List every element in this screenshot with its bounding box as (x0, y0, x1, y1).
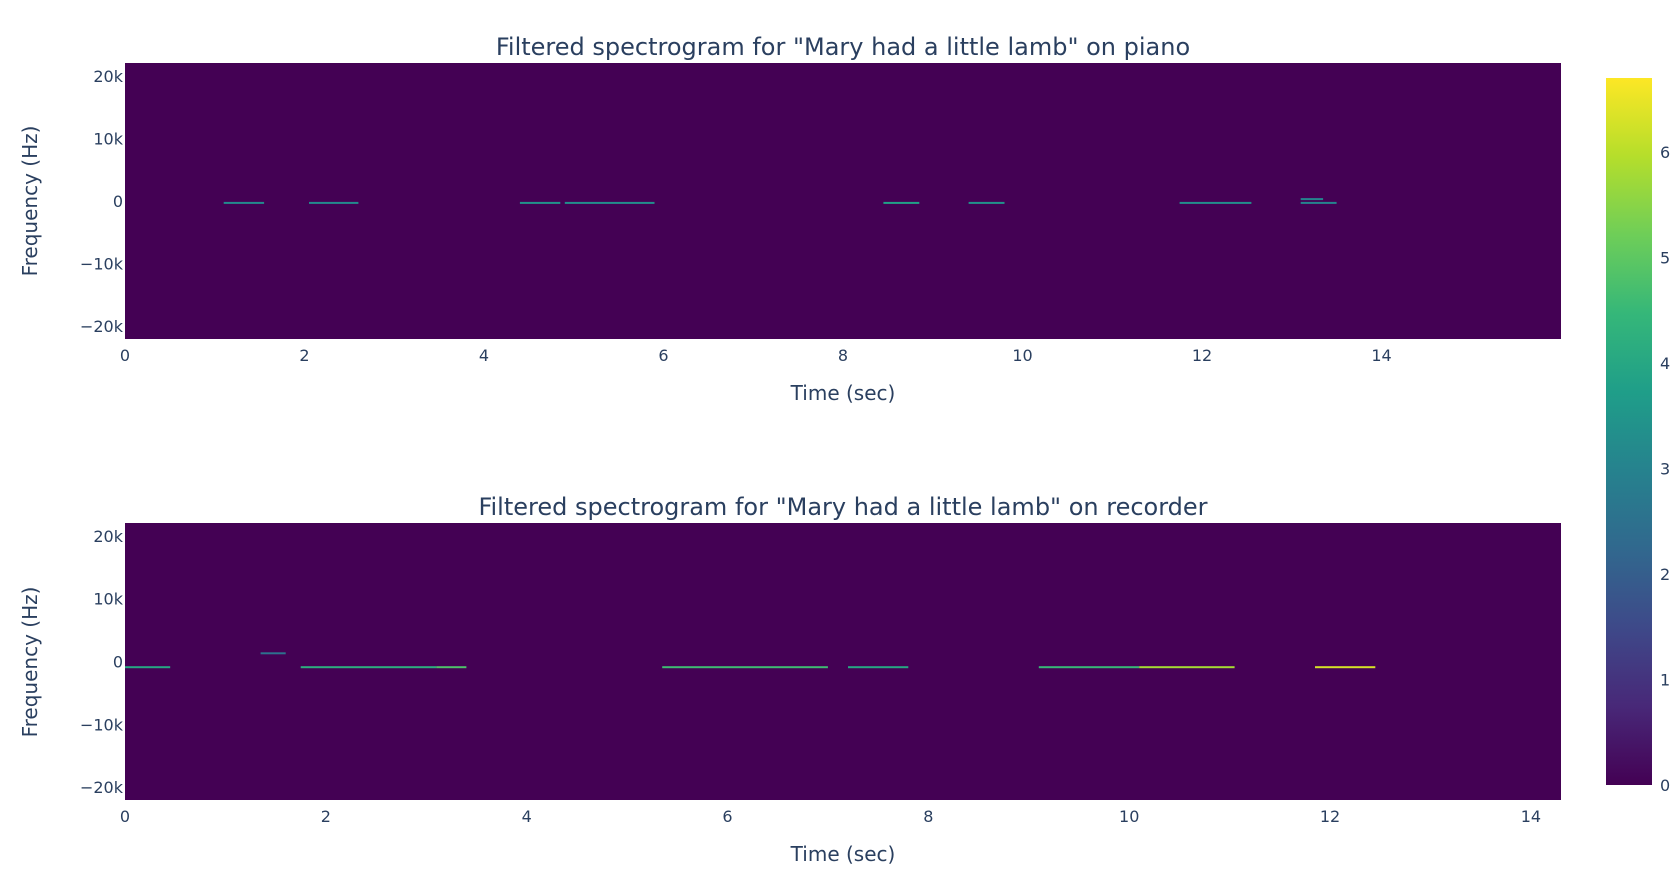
spectrogram-segment (1300, 201, 1337, 204)
colorbar-ticks: 0 1 2 3 4 5 6 (1660, 143, 1670, 795)
spectrogram-segment (300, 666, 437, 669)
y-tick-label: 10k (93, 129, 123, 148)
y-tick-label: 20k (93, 527, 123, 546)
spectrogram-segment (564, 201, 655, 204)
spectrogram-segment (260, 652, 286, 655)
spectrogram-segment (848, 666, 909, 669)
colorbar-tick-label: 3 (1660, 459, 1670, 478)
segments-piano (223, 198, 1337, 204)
y-tick-label: 0 (113, 653, 123, 672)
y-tick-label: 10k (93, 590, 123, 609)
y-tick-label: −10k (80, 255, 124, 274)
panel-piano: Filtered spectrogram for "Mary had a lit… (18, 33, 1561, 405)
spectrogram-segment (1300, 198, 1324, 201)
x-tick-label: 10 (1012, 346, 1032, 365)
y-tick-label: −10k (80, 715, 124, 734)
spectrogram-segment (1315, 666, 1376, 669)
x-axis-title-piano: Time (sec) (790, 381, 896, 405)
x-tick-label: 4 (522, 807, 532, 826)
colorbar-tick-label: 2 (1660, 565, 1670, 584)
spectrogram-segment (223, 201, 265, 204)
colorbar-tick-label: 6 (1660, 143, 1670, 162)
colorbar-tick-label: 5 (1660, 248, 1670, 267)
x-tick-label: 6 (658, 346, 668, 365)
x-tick-label: 4 (479, 346, 489, 365)
spectrogram-segment (1179, 201, 1252, 204)
spectrogram-segment (662, 666, 828, 669)
x-tick-label: 0 (120, 346, 130, 365)
y-axis-title-recorder: Frequency (Hz) (18, 587, 42, 738)
x-tick-label: 8 (923, 807, 933, 826)
heatmap-area-piano (125, 63, 1561, 339)
x-ticks-recorder: 0 2 4 6 8 10 12 14 (120, 807, 1541, 826)
spectrogram-segment (968, 201, 1005, 204)
panel-recorder: Filtered spectrogram for "Mary had a lit… (18, 493, 1561, 866)
y-tick-label: −20k (80, 778, 124, 797)
x-tick-label: 12 (1320, 807, 1340, 826)
spectrogram-segment (1139, 666, 1235, 669)
y-tick-label: −20k (80, 317, 124, 336)
chart-title-piano: Filtered spectrogram for "Mary had a lit… (496, 33, 1190, 61)
x-ticks-piano: 0 2 4 6 8 10 12 14 (120, 346, 1392, 365)
colorbar-tick-label: 1 (1660, 670, 1670, 689)
spectrogram-segment (519, 201, 561, 204)
x-tick-label: 14 (1521, 807, 1541, 826)
y-ticks-recorder: −20k −10k 0 10k 20k (80, 527, 124, 797)
x-tick-label: 6 (722, 807, 732, 826)
spectrogram-segment (883, 201, 920, 204)
colorbar-tick-label: 4 (1660, 354, 1670, 373)
colorbar: 0 1 2 3 4 5 6 (1606, 78, 1670, 795)
colorbar-tick-label: 0 (1660, 776, 1670, 795)
x-tick-label: 10 (1119, 807, 1139, 826)
spectrogram-segment (309, 201, 359, 204)
x-tick-label: 2 (321, 807, 331, 826)
y-ticks-piano: −20k −10k 0 10k 20k (80, 67, 124, 336)
chart-title-recorder: Filtered spectrogram for "Mary had a lit… (478, 493, 1207, 521)
x-tick-label: 2 (299, 346, 309, 365)
spectrogram-segment (436, 666, 467, 669)
x-axis-title-recorder: Time (sec) (790, 842, 896, 866)
y-tick-label: 0 (113, 192, 123, 211)
x-tick-label: 8 (838, 346, 848, 365)
x-tick-label: 12 (1192, 346, 1212, 365)
x-tick-label: 0 (120, 807, 130, 826)
y-tick-label: 20k (93, 67, 123, 86)
y-axis-title-piano: Frequency (Hz) (18, 126, 42, 277)
heatmap-area-recorder (125, 523, 1561, 800)
x-tick-label: 14 (1371, 346, 1391, 365)
spectrogram-segment (125, 666, 171, 669)
spectrogram-segment (1038, 666, 1140, 669)
colorbar-gradient (1606, 78, 1652, 785)
segments-recorder (125, 652, 1376, 669)
